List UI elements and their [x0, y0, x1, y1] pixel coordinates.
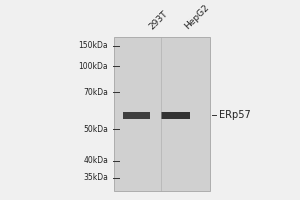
- Text: 40kDa: 40kDa: [83, 156, 108, 165]
- Text: 293T: 293T: [147, 9, 169, 31]
- Bar: [123, 112, 150, 119]
- Text: 150kDa: 150kDa: [78, 41, 108, 50]
- Bar: [161, 112, 190, 119]
- Text: 100kDa: 100kDa: [78, 62, 108, 71]
- Text: 50kDa: 50kDa: [83, 125, 108, 134]
- Text: 35kDa: 35kDa: [83, 173, 108, 182]
- Bar: [114, 37, 210, 191]
- Text: ERp57: ERp57: [219, 110, 251, 120]
- Text: HepG2: HepG2: [183, 3, 211, 31]
- Text: 70kDa: 70kDa: [83, 88, 108, 97]
